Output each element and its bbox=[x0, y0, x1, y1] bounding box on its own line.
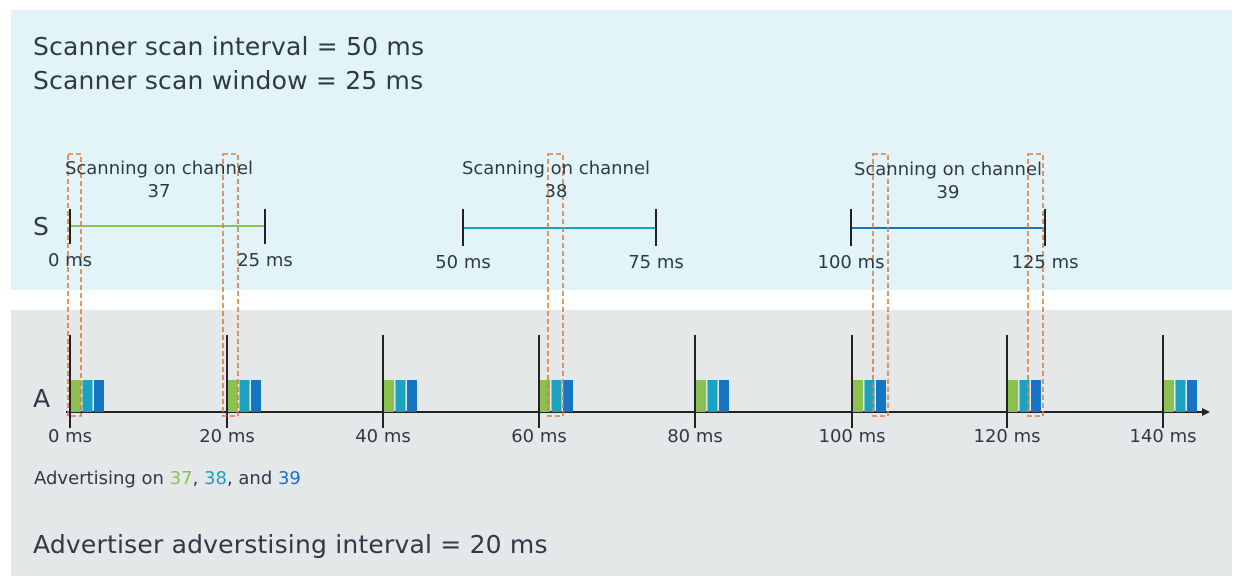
tick-label: 0 ms bbox=[47, 426, 93, 447]
tick-label: 40 ms bbox=[355, 426, 411, 447]
overlap-highlight-box bbox=[547, 153, 564, 417]
scan-interval-text: Scanner scan interval = 50 ms bbox=[33, 32, 425, 61]
scan-end-label: 25 ms bbox=[237, 250, 293, 271]
advertising-packet bbox=[719, 380, 729, 412]
tick-label: 100 ms bbox=[818, 426, 886, 447]
advertising-packet bbox=[1031, 380, 1041, 412]
advertising-packet bbox=[1175, 380, 1186, 412]
scan-start-label: 50 ms bbox=[435, 252, 491, 273]
advertising-packet bbox=[876, 380, 886, 412]
scan-window-37 bbox=[69, 209, 266, 244]
advertising-packet bbox=[1187, 380, 1197, 412]
overlap-highlight-box bbox=[67, 153, 82, 417]
channel-caption-text: Scanning on channel bbox=[853, 159, 1043, 180]
scan-window-39 bbox=[850, 209, 1046, 246]
tick-label: 80 ms bbox=[667, 426, 723, 447]
advertising-event bbox=[226, 335, 261, 428]
advertising-event bbox=[538, 335, 573, 428]
advertising-packet bbox=[540, 380, 550, 412]
advertising-channels-text: Advertising on 37, 38, and 39 bbox=[34, 468, 301, 489]
advertising-packet bbox=[563, 380, 573, 412]
advertising-packet bbox=[239, 380, 250, 412]
advertising-packet bbox=[228, 380, 238, 412]
channel-39-caption: Scanning on channel 39 bbox=[838, 158, 1058, 204]
advertising-packet bbox=[551, 380, 562, 412]
channel-38-label: 38 bbox=[204, 468, 227, 489]
channel-caption-number: 39 bbox=[936, 182, 960, 203]
advertising-prefix: Advertising on bbox=[34, 468, 170, 489]
scan-end-label: 75 ms bbox=[628, 252, 684, 273]
advertising-packet bbox=[864, 380, 875, 412]
advertising-event bbox=[851, 335, 886, 428]
advertising-event bbox=[1162, 335, 1197, 428]
tick-label: 60 ms bbox=[511, 426, 567, 447]
advertising-packet bbox=[251, 380, 261, 412]
advertising-packet bbox=[384, 380, 394, 412]
channel-caption-text: Scanning on channel bbox=[64, 158, 254, 179]
tick-label: 20 ms bbox=[199, 426, 255, 447]
advertising-packet bbox=[696, 380, 706, 412]
tick-label: 140 ms bbox=[1129, 426, 1197, 447]
advertising-interval-text: Advertiser adverstising interval = 20 ms bbox=[33, 530, 548, 559]
scan-window-text: Scanner scan window = 25 ms bbox=[33, 66, 424, 95]
overlap-highlight-box bbox=[1027, 153, 1044, 417]
channel-39-label: 39 bbox=[277, 468, 301, 489]
advertising-packet bbox=[1019, 380, 1030, 412]
channel-37-caption: Scanning on channel 37 bbox=[49, 157, 269, 203]
scanner-row-label: S bbox=[33, 212, 49, 241]
advertising-packet bbox=[407, 380, 417, 412]
overlap-highlight-box bbox=[222, 153, 239, 417]
advertising-packet bbox=[707, 380, 718, 412]
advertising-packet bbox=[395, 380, 406, 412]
advertising-packet bbox=[853, 380, 863, 412]
advertising-event bbox=[1006, 335, 1041, 428]
separator: , bbox=[192, 468, 205, 489]
channel-caption-number: 38 bbox=[544, 181, 568, 202]
advertising-packet bbox=[1164, 380, 1174, 412]
scan-start-label: 100 ms bbox=[817, 252, 885, 273]
advertising-packet bbox=[94, 380, 104, 412]
channel-37-label: 37 bbox=[169, 468, 193, 489]
advertiser-row-label: A bbox=[33, 384, 51, 413]
advertising-event bbox=[382, 335, 417, 428]
overlap-highlights bbox=[67, 153, 1044, 417]
channel-caption-number: 37 bbox=[147, 181, 171, 202]
advertising-packet bbox=[1008, 380, 1018, 412]
scan-window-38 bbox=[462, 209, 657, 246]
separator: , and bbox=[226, 468, 278, 489]
advertising-event bbox=[69, 335, 104, 428]
advertising-packet bbox=[82, 380, 93, 412]
tick-label: 120 ms bbox=[973, 426, 1041, 447]
advertising-events bbox=[69, 335, 1197, 428]
advertising-event bbox=[694, 335, 729, 428]
scan-start-label: 0 ms bbox=[47, 250, 93, 271]
advertising-packet bbox=[71, 380, 81, 412]
scan-end-label: 125 ms bbox=[1011, 252, 1079, 273]
channel-caption-text: Scanning on channel bbox=[461, 158, 651, 179]
channel-38-caption: Scanning on channel 38 bbox=[446, 157, 666, 203]
overlap-highlight-box bbox=[872, 153, 889, 417]
